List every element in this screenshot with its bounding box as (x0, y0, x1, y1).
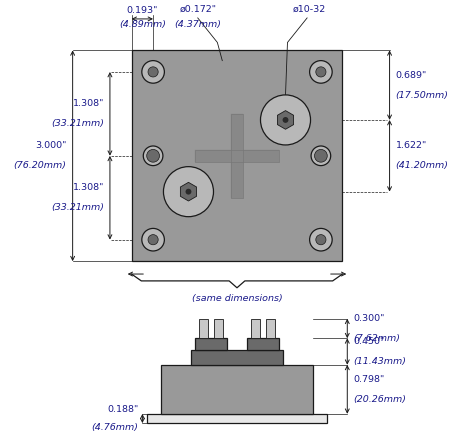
Text: (11.43mm): (11.43mm) (353, 357, 406, 366)
Circle shape (147, 149, 159, 162)
Circle shape (143, 146, 163, 166)
Text: (4.89mm): (4.89mm) (119, 20, 166, 29)
Polygon shape (180, 182, 196, 201)
Text: 0.798": 0.798" (353, 375, 384, 384)
Circle shape (142, 229, 164, 251)
Text: (4.76mm): (4.76mm) (91, 423, 139, 432)
Text: (41.20mm): (41.20mm) (395, 161, 449, 170)
Polygon shape (247, 338, 279, 350)
Text: (7.62mm): (7.62mm) (353, 334, 400, 343)
Circle shape (261, 95, 310, 145)
Text: 0.689": 0.689" (395, 71, 427, 80)
Circle shape (310, 229, 332, 251)
Circle shape (142, 61, 164, 83)
Circle shape (316, 67, 326, 77)
Circle shape (311, 146, 331, 166)
Circle shape (148, 67, 158, 77)
Text: 1.622": 1.622" (395, 142, 427, 150)
Text: (17.50mm): (17.50mm) (395, 90, 449, 100)
Circle shape (315, 149, 327, 162)
Text: (same dimensions): (same dimensions) (192, 294, 282, 303)
Circle shape (310, 61, 332, 83)
Text: ø10-32: ø10-32 (292, 5, 326, 14)
Text: 1.308": 1.308" (73, 184, 104, 192)
Polygon shape (147, 414, 327, 423)
Polygon shape (266, 319, 274, 338)
Circle shape (164, 166, 213, 217)
Polygon shape (161, 365, 313, 414)
Text: 1.308": 1.308" (73, 100, 104, 108)
Text: 3.000": 3.000" (36, 142, 67, 150)
Text: (20.26mm): (20.26mm) (353, 395, 406, 404)
Text: (33.21mm): (33.21mm) (51, 203, 104, 212)
Polygon shape (195, 338, 227, 350)
Circle shape (316, 235, 326, 245)
Polygon shape (214, 319, 223, 338)
Text: 0.450": 0.450" (353, 337, 384, 346)
Polygon shape (195, 150, 279, 162)
Text: ø0.172": ø0.172" (179, 5, 216, 14)
Polygon shape (278, 111, 293, 129)
Text: 0.300": 0.300" (353, 314, 384, 323)
Circle shape (186, 189, 191, 194)
Circle shape (283, 117, 288, 123)
Text: (33.21mm): (33.21mm) (51, 119, 104, 128)
Polygon shape (231, 114, 243, 198)
Polygon shape (132, 50, 342, 261)
Text: (4.37mm): (4.37mm) (174, 20, 221, 29)
Text: 0.188": 0.188" (107, 405, 139, 414)
Text: 0.193": 0.193" (127, 6, 158, 14)
Circle shape (148, 235, 158, 245)
Polygon shape (200, 319, 208, 338)
Text: (76.20mm): (76.20mm) (14, 161, 67, 170)
Polygon shape (251, 319, 260, 338)
Polygon shape (191, 350, 283, 365)
